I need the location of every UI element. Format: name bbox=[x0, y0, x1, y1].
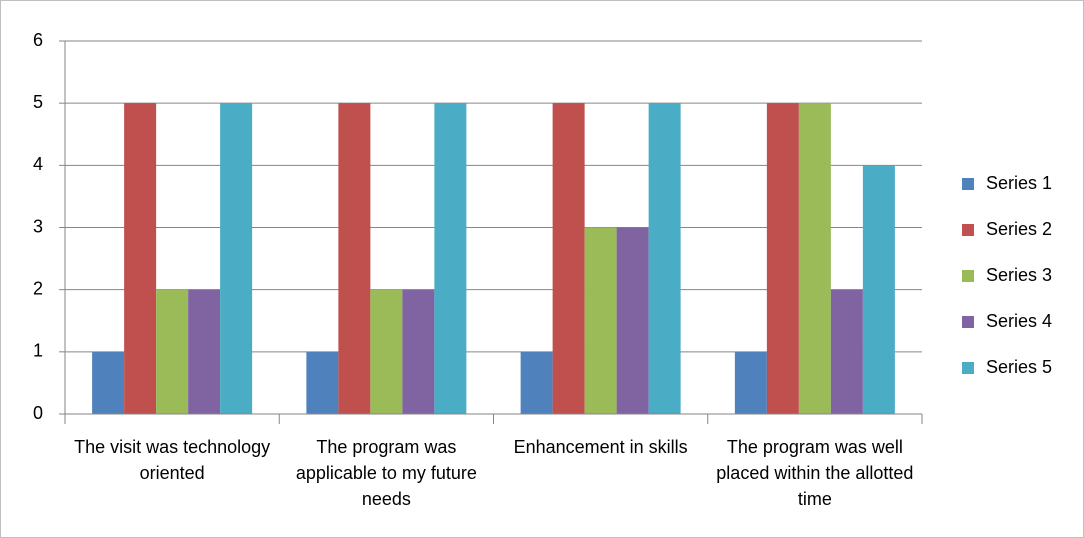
y-tick-label: 3 bbox=[33, 216, 43, 236]
legend-label: Series 1 bbox=[986, 173, 1052, 193]
bar bbox=[616, 227, 649, 414]
bar bbox=[862, 165, 895, 414]
x-tick-label: The program was well placed within the a… bbox=[716, 437, 914, 509]
legend-swatch bbox=[962, 270, 974, 282]
bar bbox=[306, 351, 339, 414]
bar bbox=[188, 289, 221, 414]
x-tick-label: The visit was technology oriented bbox=[74, 437, 271, 483]
y-tick-label: 4 bbox=[33, 154, 43, 174]
legend-swatch bbox=[962, 316, 974, 328]
bar bbox=[734, 351, 767, 414]
bar bbox=[156, 289, 189, 414]
y-tick-label: 5 bbox=[33, 92, 43, 112]
x-tick-label: The program was applicable to my future … bbox=[295, 437, 477, 509]
bar bbox=[830, 289, 863, 414]
legend-label: Series 2 bbox=[986, 219, 1052, 239]
legend-label: Series 4 bbox=[986, 311, 1052, 331]
bar bbox=[92, 351, 125, 414]
legend-label: Series 3 bbox=[986, 265, 1052, 285]
bar bbox=[584, 227, 617, 414]
bar bbox=[370, 289, 403, 414]
y-tick-label: 1 bbox=[33, 341, 43, 361]
y-tick-label: 6 bbox=[33, 30, 43, 50]
legend-swatch bbox=[962, 224, 974, 236]
bar bbox=[402, 289, 435, 414]
bar bbox=[552, 103, 585, 415]
bar bbox=[338, 103, 371, 415]
x-tick-label: Enhancement in skills bbox=[513, 437, 688, 457]
bar bbox=[220, 103, 253, 415]
y-tick-label: 2 bbox=[33, 278, 43, 298]
bar bbox=[766, 103, 799, 415]
bar bbox=[798, 103, 831, 415]
legend-label: Series 5 bbox=[986, 357, 1052, 377]
y-tick-label: 0 bbox=[33, 403, 43, 423]
legend-swatch bbox=[962, 362, 974, 374]
bar bbox=[648, 103, 681, 415]
bar bbox=[124, 103, 157, 415]
legend-swatch bbox=[962, 178, 974, 190]
bar bbox=[520, 351, 553, 414]
bar bbox=[434, 103, 467, 415]
